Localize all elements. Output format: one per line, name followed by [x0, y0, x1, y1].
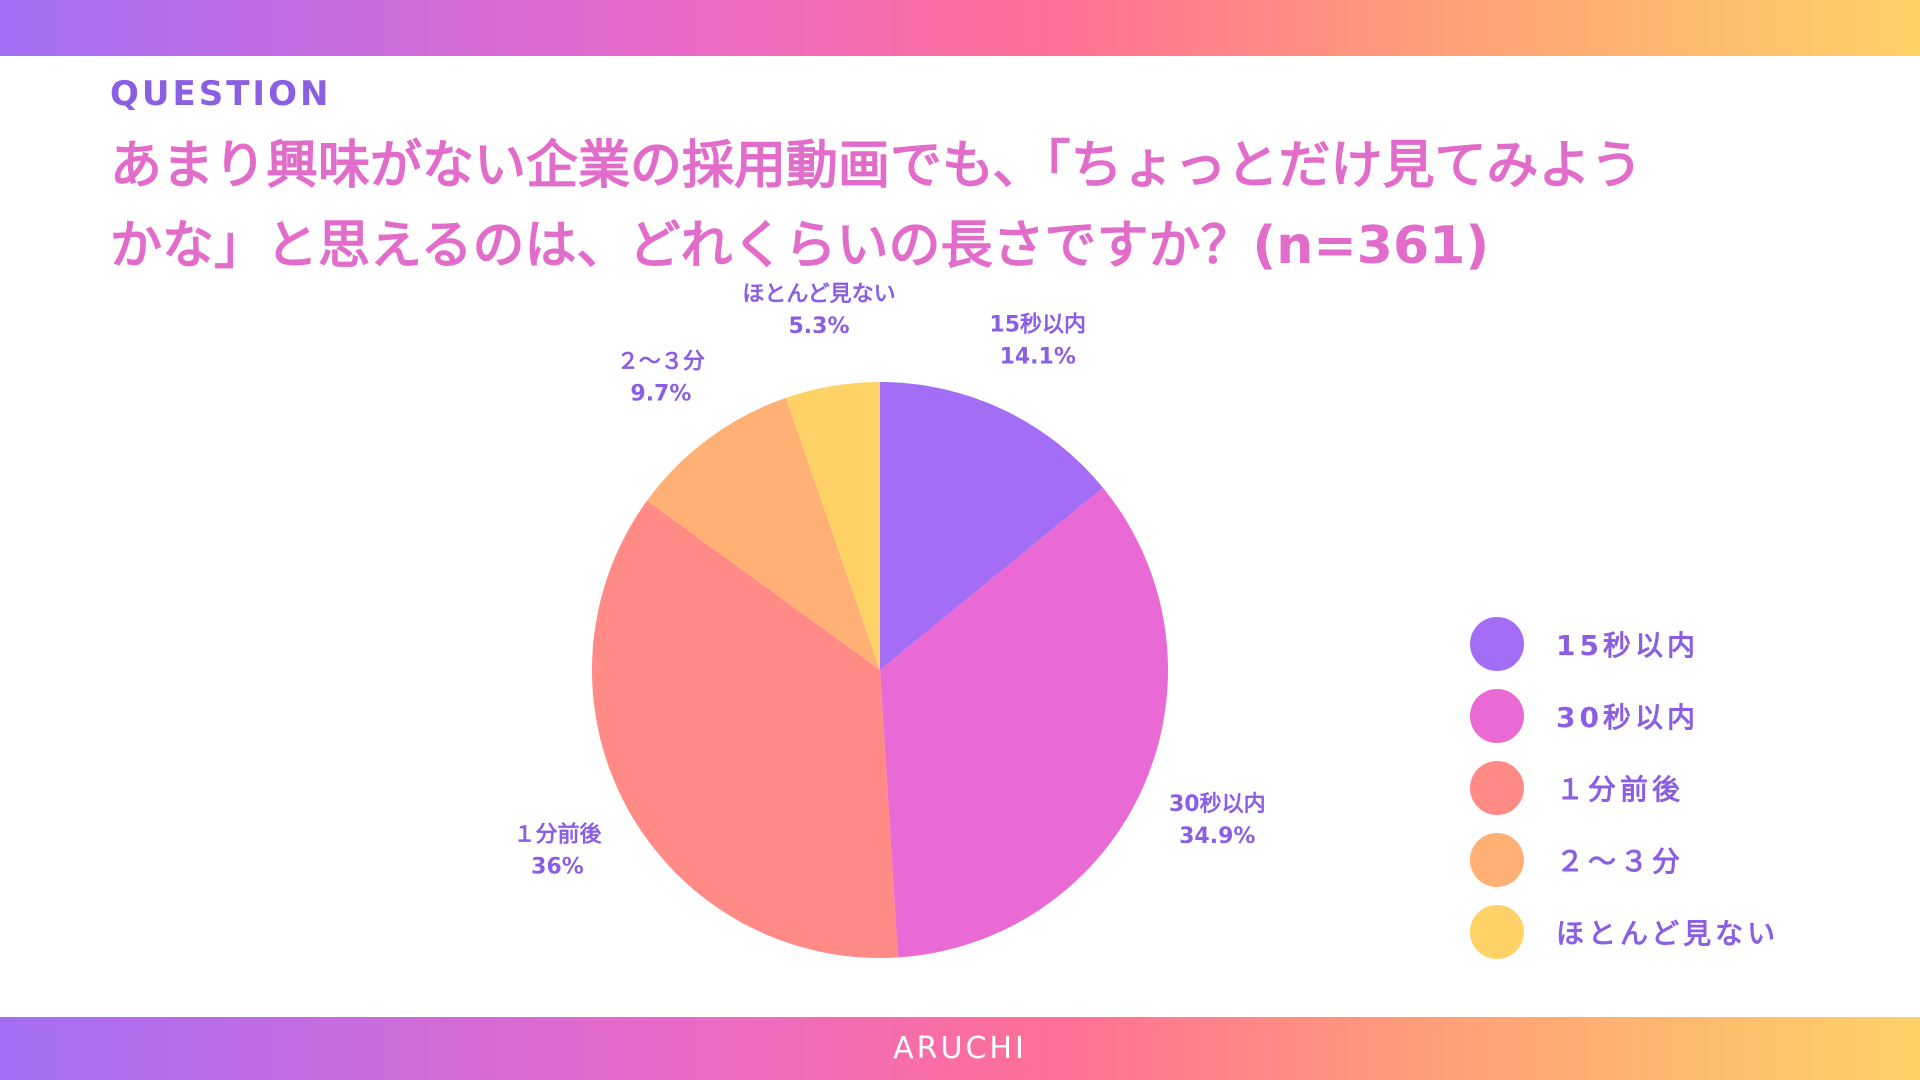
slice-label-category-rarely: ほとんど見ない	[742, 282, 895, 307]
slice-label-category-1min: １分前後	[514, 821, 603, 847]
brand-name: ARUCHI	[893, 1031, 1027, 1066]
legend-swatch-15sec	[1470, 617, 1524, 671]
legend-label-30sec: 30秒以内	[1556, 701, 1699, 734]
slice-label-value-1min: 36%	[531, 854, 584, 879]
question-title-line-1: あまり興味がない企業の採用動画でも、「ちょっとだけ見てみよう	[110, 136, 1643, 196]
slice-label-category-30sec: 30秒以内	[1169, 792, 1266, 817]
slice-label-value-rarely: 5.3%	[789, 314, 850, 339]
legend-label-1min: １分前後	[1556, 773, 1685, 806]
pie-slice-rarely	[785, 382, 880, 670]
legend-label-2to3min: ２～３分	[1556, 845, 1685, 878]
legend-label-rarely: ほとんど見ない	[1556, 917, 1780, 950]
legend-label-15sec: 15秒以内	[1556, 629, 1699, 662]
slice-label-category-2to3min: ２～３分	[617, 349, 705, 374]
legend-item-30sec: 30秒以内	[1470, 689, 1779, 743]
legend-swatch-30sec	[1470, 689, 1524, 743]
pie-slice-2to3min	[647, 397, 880, 670]
question-title-line-2: かな」と思えるのは、どれくらいの長さですか？(n=361)	[110, 216, 1490, 276]
legend-item-1min: １分前後	[1470, 761, 1779, 815]
legend-swatch-rarely	[1470, 905, 1524, 959]
legend-swatch-2to3min	[1470, 833, 1524, 887]
bottom-gradient-band: ARUCHI	[0, 1017, 1920, 1080]
slice-label-value-30sec: 34.9%	[1179, 824, 1255, 849]
question-title: あまり興味がない企業の採用動画でも、「ちょっとだけ見てみよう かな」と思えるのは…	[110, 126, 1810, 286]
slice-label-category-15sec: 15秒以内	[989, 313, 1086, 338]
pie-slice-15sec	[880, 382, 1104, 670]
slice-label-value-2to3min: 9.7%	[630, 381, 691, 406]
slice-label-value-15sec: 14.1%	[1000, 345, 1076, 370]
legend-item-15sec: 15秒以内	[1470, 617, 1779, 671]
legend-item-2to3min: ２～３分	[1470, 833, 1779, 887]
top-gradient-band	[0, 0, 1920, 56]
chart-legend: 15秒以内 30秒以内 １分前後 ２～３分 ほとんど見ない	[1470, 617, 1780, 978]
legend-swatch-1min	[1470, 761, 1524, 815]
pie-slice-1min	[592, 500, 899, 958]
question-kicker: QUESTION	[110, 74, 332, 114]
pie-slice-30sec	[880, 487, 1168, 958]
legend-item-rarely: ほとんど見ない	[1470, 905, 1780, 959]
